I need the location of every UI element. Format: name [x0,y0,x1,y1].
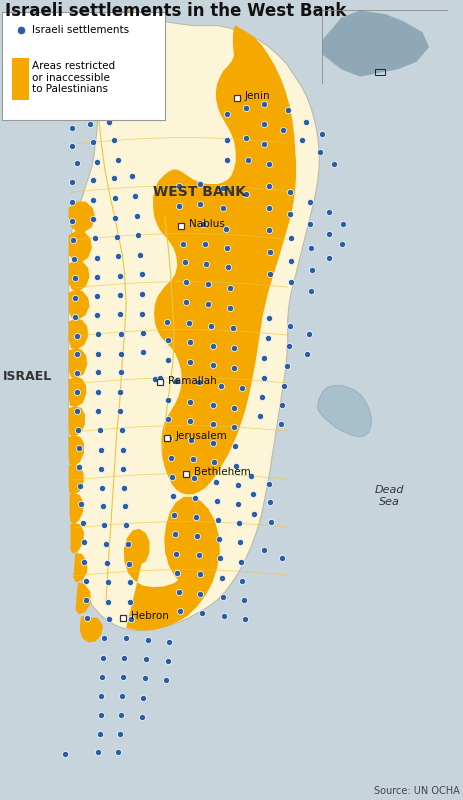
Text: Nablus: Nablus [189,219,225,229]
FancyBboxPatch shape [2,12,164,120]
Text: WEST BANK: WEST BANK [153,185,245,199]
Polygon shape [317,386,370,437]
Polygon shape [69,202,95,232]
Text: ISRAEL: ISRAEL [3,370,52,382]
Text: Areas restricted
or inaccessible
to Palestinians: Areas restricted or inaccessible to Pale… [31,61,114,94]
Polygon shape [113,10,137,36]
Text: Bethlehem: Bethlehem [194,467,250,477]
Polygon shape [75,582,90,614]
Polygon shape [73,554,87,582]
Polygon shape [69,10,319,630]
FancyBboxPatch shape [12,58,29,100]
Polygon shape [124,497,219,630]
Text: Dead
Sea: Dead Sea [374,485,404,507]
Polygon shape [69,435,84,466]
Polygon shape [69,406,85,437]
Polygon shape [70,523,84,554]
Polygon shape [69,464,83,495]
Polygon shape [69,290,89,320]
Polygon shape [80,616,103,642]
Text: Jerusalem: Jerusalem [175,431,227,441]
Text: Israeli settlements: Israeli settlements [31,25,128,34]
Polygon shape [69,348,87,378]
Polygon shape [69,318,88,350]
Bar [374,70,384,75]
Polygon shape [113,32,129,58]
Text: Jenin: Jenin [244,91,270,101]
Polygon shape [226,26,258,120]
Polygon shape [69,260,89,291]
Polygon shape [69,494,83,524]
Text: Hebron: Hebron [131,611,169,621]
Polygon shape [322,10,428,77]
Text: Israeli settlements in the West Bank: Israeli settlements in the West Bank [5,2,345,19]
Polygon shape [153,26,295,494]
Text: Ramallah: Ramallah [168,376,217,386]
Polygon shape [69,377,86,407]
Polygon shape [69,230,92,262]
Text: Source: UN OCHA: Source: UN OCHA [373,786,458,796]
